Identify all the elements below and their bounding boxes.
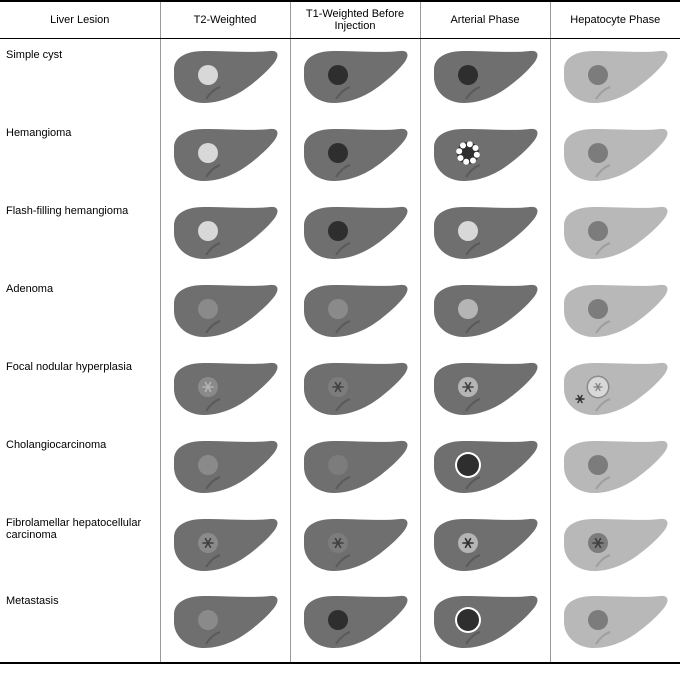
liver-cell-hemangioma-art <box>420 117 550 195</box>
liver-icon <box>295 47 416 109</box>
liver-icon <box>425 592 546 654</box>
liver-icon <box>425 47 546 109</box>
liver-icon <box>165 203 286 265</box>
liver-cell-metastasis-hep <box>550 585 680 663</box>
liver-cell-fnh-t1 <box>290 351 420 429</box>
liver-icon <box>165 125 286 187</box>
header-t1: T1-Weighted Before Injection <box>290 1 420 39</box>
row-label: Hemangioma <box>0 117 160 195</box>
liver-cell-fibrolamellar-t2 <box>160 507 290 585</box>
liver-cell-hemangioma-t1 <box>290 117 420 195</box>
liver-cell-cholangio-hep <box>550 429 680 507</box>
liver-icon <box>295 281 416 343</box>
liver-icon <box>555 592 677 654</box>
row-label: Simple cyst <box>0 39 160 117</box>
liver-lesion-table: Liver Lesion T2-Weighted T1-Weighted Bef… <box>0 0 680 664</box>
liver-cell-adenoma-hep <box>550 273 680 351</box>
table-row: Hemangioma <box>0 117 680 195</box>
header-t2: T2-Weighted <box>160 1 290 39</box>
row-label: Cholangiocarcinoma <box>0 429 160 507</box>
liver-icon <box>425 203 546 265</box>
liver-icon <box>555 515 677 577</box>
liver-cell-metastasis-art <box>420 585 550 663</box>
liver-icon <box>295 515 416 577</box>
liver-icon <box>295 203 416 265</box>
liver-cell-adenoma-t2 <box>160 273 290 351</box>
liver-icon <box>425 281 546 343</box>
header-arterial: Arterial Phase <box>420 1 550 39</box>
liver-icon <box>165 281 286 343</box>
liver-icon <box>555 47 677 109</box>
liver-cell-flash_filling-hep <box>550 195 680 273</box>
liver-icon <box>295 437 416 499</box>
row-label: Focal nodular hyperplasia <box>0 351 160 429</box>
liver-icon <box>295 125 416 187</box>
row-label: Metastasis <box>0 585 160 663</box>
liver-cell-fibrolamellar-art <box>420 507 550 585</box>
table-row: Focal nodular hyperplasia <box>0 351 680 429</box>
liver-icon <box>295 359 416 421</box>
header-lesion: Liver Lesion <box>0 1 160 39</box>
liver-icon <box>425 359 546 421</box>
liver-cell-simple_cyst-t1 <box>290 39 420 117</box>
liver-cell-cholangio-art <box>420 429 550 507</box>
liver-cell-fibrolamellar-t1 <box>290 507 420 585</box>
liver-cell-fnh-hep <box>550 351 680 429</box>
liver-cell-metastasis-t2 <box>160 585 290 663</box>
liver-icon <box>165 47 286 109</box>
liver-icon <box>165 515 286 577</box>
row-label: Flash-filling hemangioma <box>0 195 160 273</box>
table-row: Simple cyst <box>0 39 680 117</box>
liver-cell-metastasis-t1 <box>290 585 420 663</box>
liver-cell-cholangio-t2 <box>160 429 290 507</box>
liver-cell-flash_filling-art <box>420 195 550 273</box>
liver-icon <box>555 203 677 265</box>
liver-cell-flash_filling-t1 <box>290 195 420 273</box>
liver-cell-fnh-t2 <box>160 351 290 429</box>
liver-cell-fnh-art <box>420 351 550 429</box>
row-label: Fibrolamellar hepatocellular carcinoma <box>0 507 160 585</box>
liver-cell-adenoma-art <box>420 273 550 351</box>
liver-icon <box>165 359 286 421</box>
liver-icon <box>165 437 286 499</box>
liver-icon <box>555 437 677 499</box>
table-row: Flash-filling hemangioma <box>0 195 680 273</box>
liver-cell-adenoma-t1 <box>290 273 420 351</box>
liver-cell-simple_cyst-t2 <box>160 39 290 117</box>
liver-cell-cholangio-t1 <box>290 429 420 507</box>
liver-icon <box>425 515 546 577</box>
liver-cell-simple_cyst-art <box>420 39 550 117</box>
liver-icon <box>555 125 677 187</box>
liver-cell-hemangioma-t2 <box>160 117 290 195</box>
liver-icon <box>295 592 416 654</box>
liver-icon <box>555 359 677 421</box>
header-hepatocyte: Hepatocyte Phase <box>550 1 680 39</box>
liver-icon <box>425 437 546 499</box>
table-row: Cholangiocarcinoma <box>0 429 680 507</box>
table-row: Metastasis <box>0 585 680 663</box>
liver-cell-hemangioma-hep <box>550 117 680 195</box>
row-label: Adenoma <box>0 273 160 351</box>
liver-cell-fibrolamellar-hep <box>550 507 680 585</box>
liver-icon <box>555 281 677 343</box>
header-row: Liver Lesion T2-Weighted T1-Weighted Bef… <box>0 1 680 39</box>
liver-cell-simple_cyst-hep <box>550 39 680 117</box>
liver-icon <box>165 592 286 654</box>
liver-cell-flash_filling-t2 <box>160 195 290 273</box>
table-row: Adenoma <box>0 273 680 351</box>
table-row: Fibrolamellar hepatocellular carcinoma <box>0 507 680 585</box>
liver-icon <box>425 125 546 187</box>
